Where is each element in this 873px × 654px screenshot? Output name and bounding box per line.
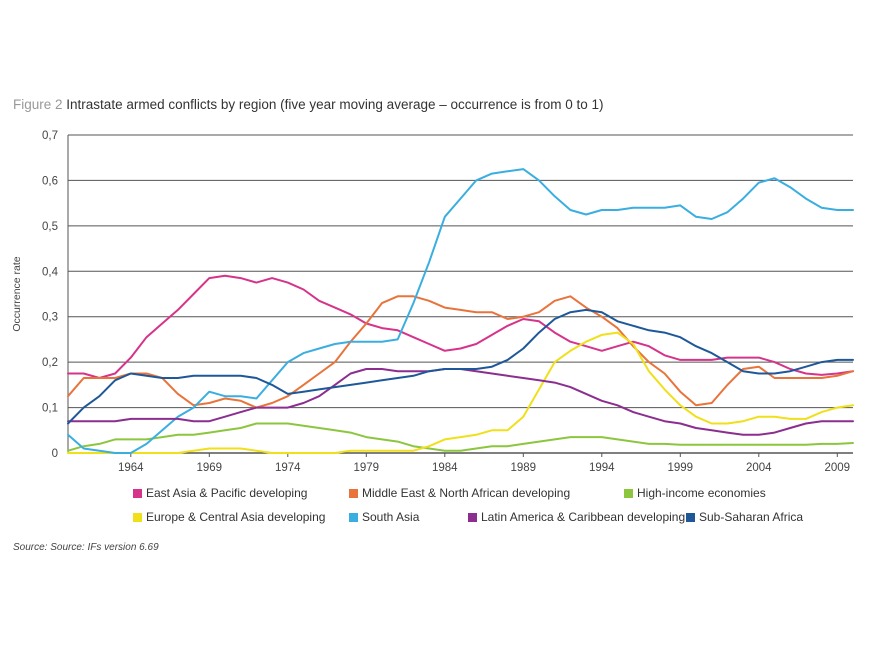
y-tick-labels: 0 0,1 0,2 0,3 0,4 0,5 0,6 0,7 <box>42 130 59 460</box>
x-tick-label: 1999 <box>668 462 694 474</box>
legend: East Asia & Pacific developing Middle Eas… <box>133 486 803 524</box>
x-tick-label: 1974 <box>275 462 301 474</box>
legend-swatch <box>133 489 142 498</box>
series-line-6 <box>67 308 854 425</box>
y-tick-label: 0,6 <box>42 175 58 187</box>
series-line-2 <box>67 422 854 452</box>
series-line-1 <box>67 295 854 409</box>
x-tick-label: 2004 <box>746 462 772 474</box>
x-tick-label: 1989 <box>511 462 537 474</box>
legend-label: Latin America & Caribbean developing <box>481 510 685 524</box>
series-line-4 <box>67 168 854 454</box>
y-tick-label: 0,5 <box>42 221 58 233</box>
legend-swatch <box>624 489 633 498</box>
legend-label: Europe & Central Asia developing <box>146 510 325 524</box>
legend-swatch <box>133 513 142 522</box>
legend-label: Sub-Saharan Africa <box>699 510 803 524</box>
y-tick-label: 0,3 <box>42 312 58 324</box>
y-tick-label: 0,1 <box>42 403 58 415</box>
legend-swatch <box>349 489 358 498</box>
legend-label: Middle East & North African developing <box>362 486 570 500</box>
legend-label: South Asia <box>362 510 420 524</box>
title-text: Intrastate armed conflicts by region (fi… <box>66 97 604 112</box>
y-tick-label: 0,2 <box>42 357 58 369</box>
legend-swatch <box>686 513 695 522</box>
x-tick-labels: 1964 1969 1974 1979 1984 1989 1994 1999 2004 2009 <box>118 453 850 474</box>
x-tick-label: 1979 <box>354 462 380 474</box>
series-line-5 <box>67 368 854 436</box>
source-note: Source: Source: IFs version 6.69 <box>13 542 159 553</box>
gridlines <box>67 134 853 454</box>
x-tick-label: 1994 <box>589 462 615 474</box>
legend-label: High-income economies <box>637 486 766 500</box>
x-tick-label: 1984 <box>432 462 458 474</box>
series-line-3 <box>67 331 854 454</box>
figure-label: Figure 2 <box>13 97 63 112</box>
x-tick-label: 2009 <box>825 462 851 474</box>
y-axis-label: Occurrence rate <box>11 256 23 331</box>
legend-swatch <box>349 513 358 522</box>
y-tick-label: 0,4 <box>42 266 59 278</box>
x-tick-label: 1969 <box>197 462 223 474</box>
y-tick-label: 0 <box>52 448 58 460</box>
series-lines <box>67 168 854 454</box>
chart-title: Figure 2 Intrastate armed conflicts by r… <box>13 97 604 112</box>
legend-label: East Asia & Pacific developing <box>146 486 307 500</box>
legend-swatch <box>468 513 477 522</box>
x-tick-label: 1964 <box>118 462 144 474</box>
y-tick-label: 0,7 <box>42 130 58 142</box>
series-line-0 <box>67 274 854 379</box>
